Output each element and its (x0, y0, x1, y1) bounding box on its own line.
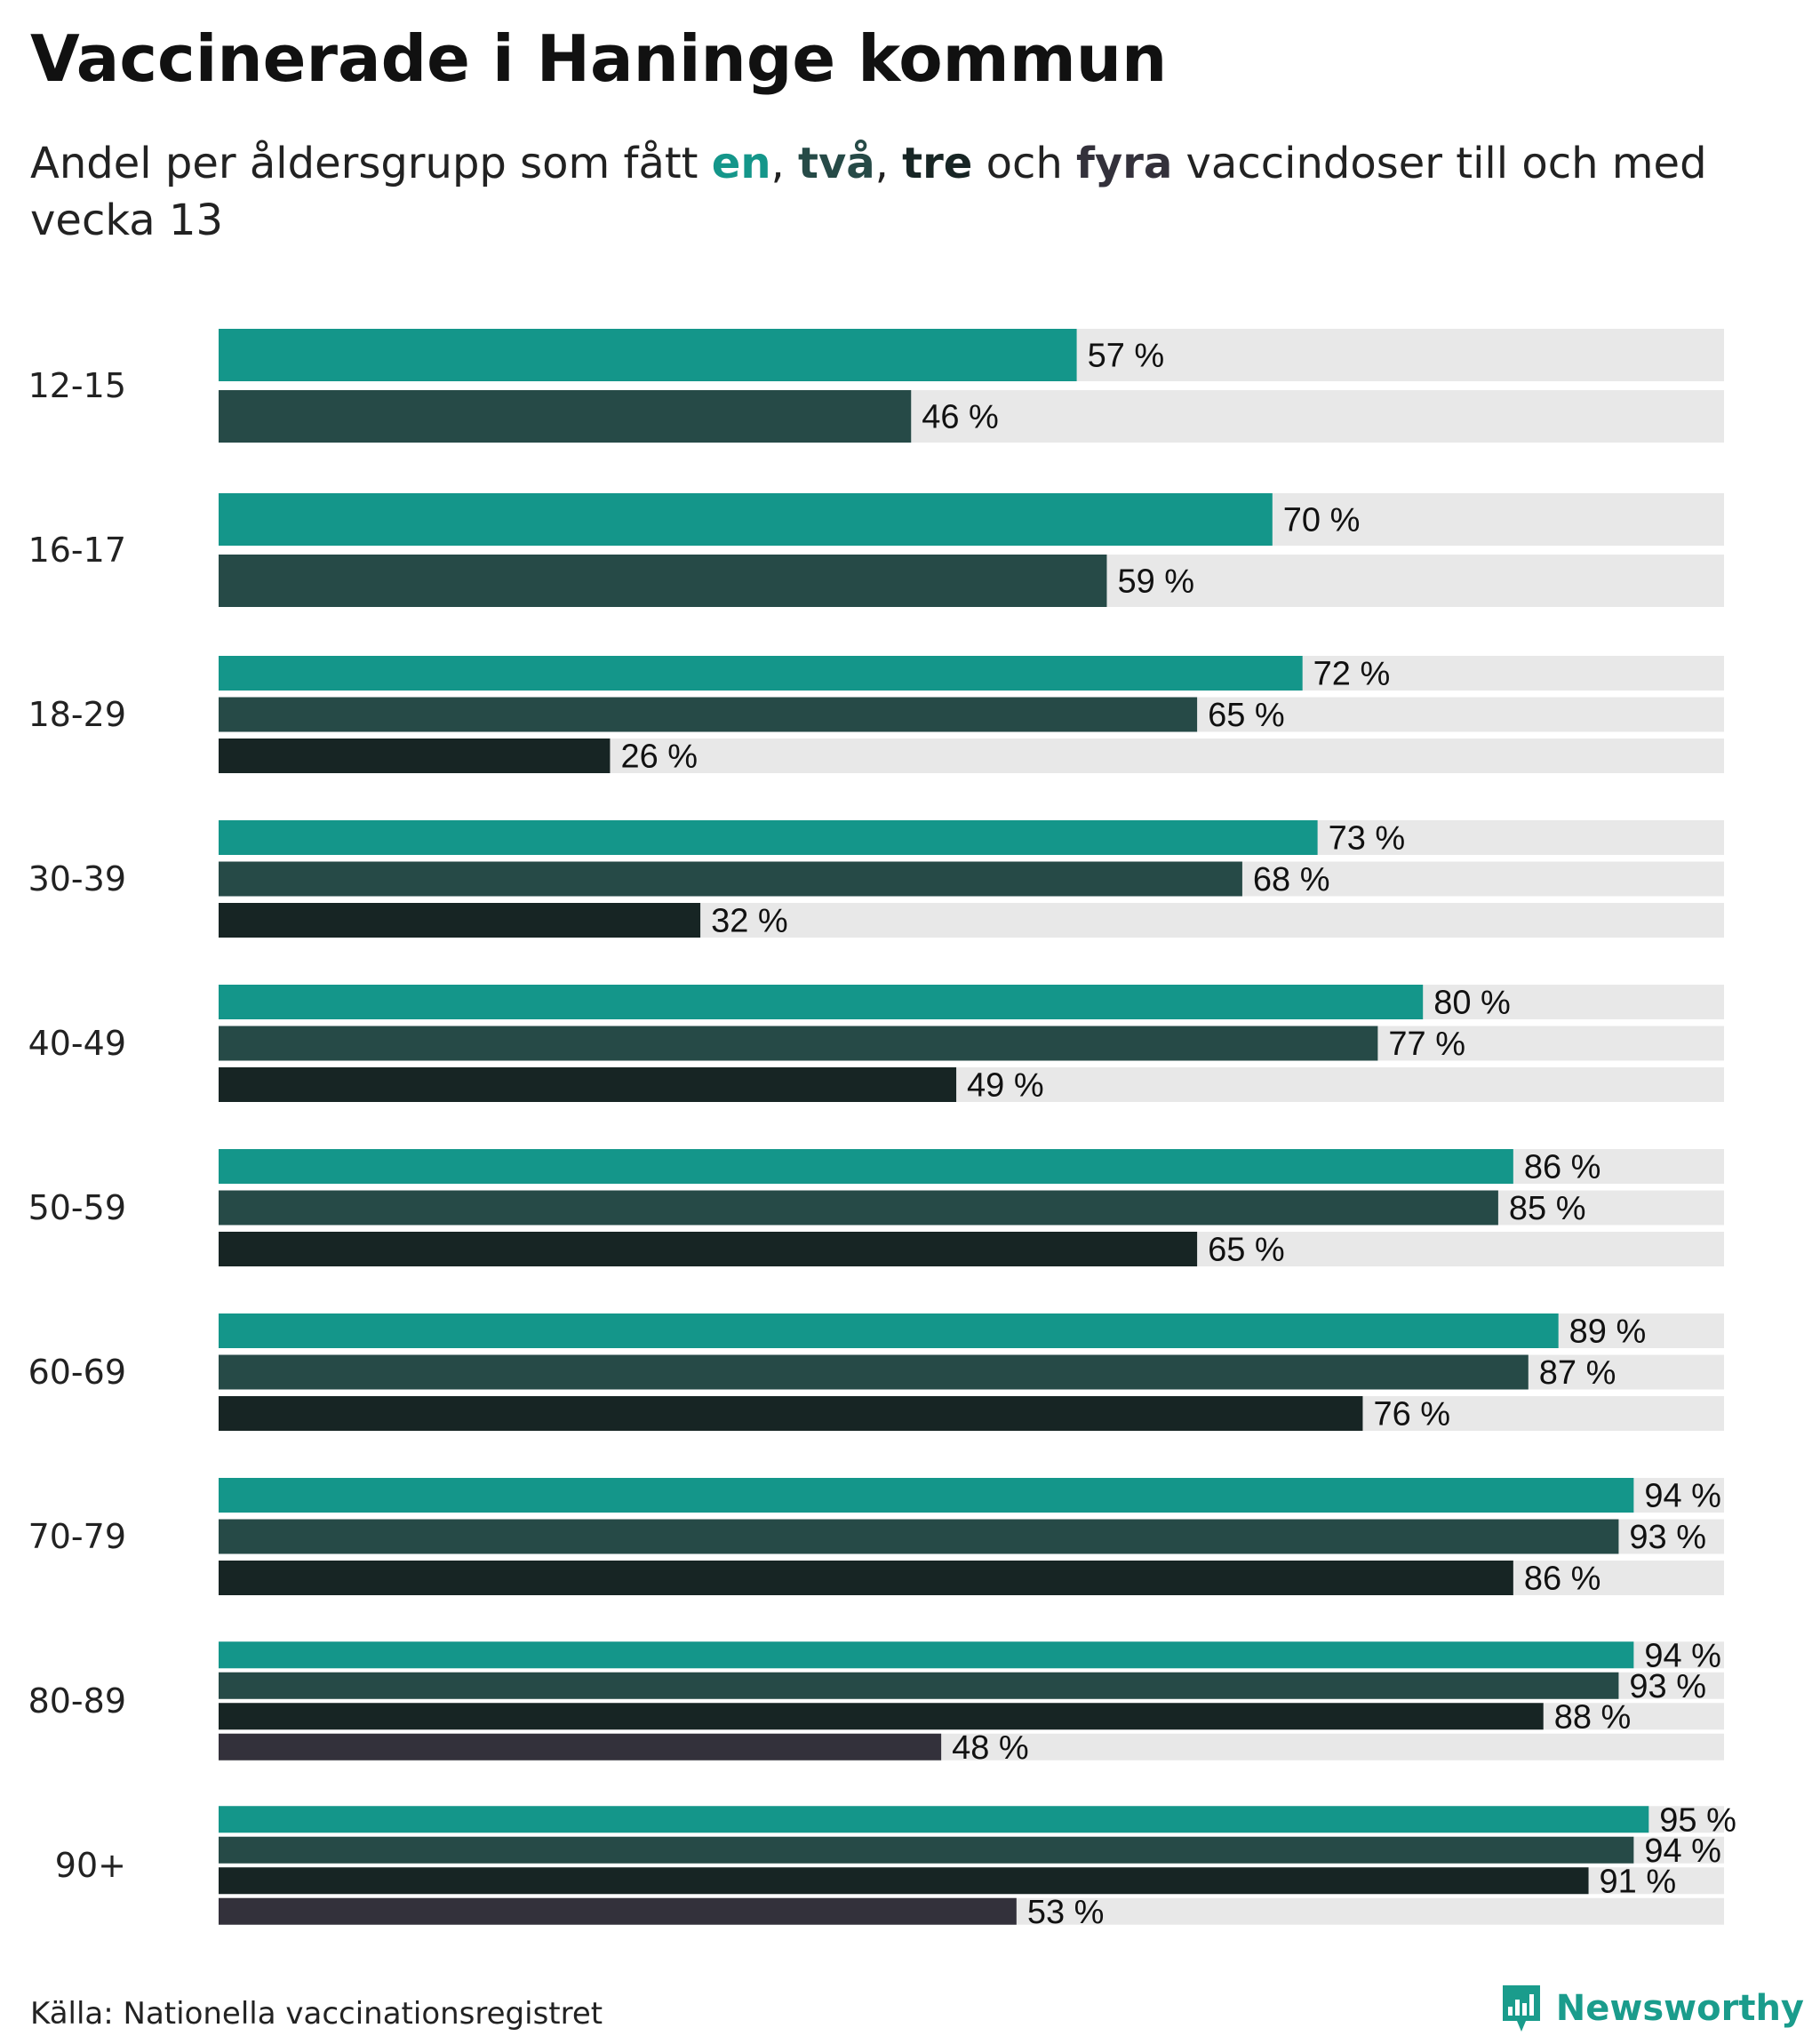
value-label: 65 % (1208, 697, 1285, 734)
bar-två-50-59 (219, 1190, 1498, 1226)
bar-en-12-15 (219, 329, 1077, 381)
age-group-12-15: 12-15 57 % 46 % (28, 329, 1724, 443)
category-label: 18-29 (28, 695, 126, 734)
category-label: 50-59 (28, 1188, 126, 1227)
bar-en-80-89 (219, 1641, 1634, 1669)
value-label: 76 % (1373, 1396, 1450, 1433)
value-label: 88 % (1554, 1698, 1632, 1736)
value-label: 86 % (1524, 1149, 1601, 1186)
category-label: 16-17 (28, 531, 126, 570)
age-group-90+: 90+ 95 %94 %91 % 53 % (55, 1801, 1736, 1931)
value-label: 26 % (620, 739, 698, 776)
bar-en-18-29 (219, 656, 1303, 691)
value-label: 91 % (1600, 1863, 1677, 1900)
bar-två-40-49 (219, 1026, 1378, 1061)
value-label: 93 % (1629, 1519, 1706, 1556)
bar-en-70-79 (219, 1478, 1634, 1513)
category-label: 40-49 (28, 1024, 126, 1063)
bar-tre-70-79 (219, 1561, 1513, 1595)
bar-chart: 12-15 57 % 46 % 16-17 70 % 59 % 18-29 72 % 65 % 2… (28, 329, 1736, 1931)
bar-två-12-15 (219, 390, 912, 443)
value-label: 72 % (1313, 656, 1391, 693)
value-label: 46 % (922, 399, 999, 436)
bar-tre-80-89 (219, 1703, 1544, 1730)
value-label: 93 % (1629, 1668, 1706, 1705)
bar-två-30-39 (219, 861, 1242, 897)
value-label: 73 % (1329, 820, 1406, 858)
chart-subtitle: Andel per åldersgrupp som fått en, två, … (30, 135, 1719, 249)
age-group-50-59: 50-59 86 % 85 % 65 % (28, 1149, 1724, 1269)
bar-två-60-69 (219, 1354, 1529, 1390)
category-label: 12-15 (28, 366, 126, 405)
subtitle-four-doses-word: fyra (1076, 139, 1173, 188)
age-group-30-39: 30-39 73 %68 % 32 % (28, 820, 1724, 940)
age-group-70-79: 70-79 94 % 93 % 86 % (28, 1478, 1724, 1598)
bar-två-18-29 (219, 697, 1198, 732)
bar-tre-50-59 (219, 1232, 1198, 1266)
value-label: 80 % (1433, 985, 1511, 1022)
value-label: 68 % (1253, 861, 1330, 898)
chart-title: Vaccinerade i Haninge kommun (30, 21, 1168, 96)
subtitle-separator-2: , (874, 139, 903, 188)
bar-tre-90+ (219, 1867, 1589, 1895)
subtitle-two-doses-word: två (798, 139, 875, 188)
age-group-60-69: 60-69 89 %87 % 76 % (28, 1313, 1724, 1433)
value-label: 49 % (967, 1067, 1044, 1105)
bar-tre-40-49 (219, 1067, 957, 1102)
bar-en-50-59 (219, 1149, 1513, 1184)
bar-fyra-90+ (219, 1897, 1017, 1925)
newsworthy-logo-text: Newsworthy (1555, 1988, 1804, 2029)
value-label: 94 % (1644, 1637, 1721, 1674)
bar-två-16-17 (219, 555, 1107, 607)
age-group-40-49: 40-49 80 % 77 % 49 % (28, 985, 1724, 1105)
category-label: 60-69 (28, 1353, 126, 1392)
bar-en-60-69 (219, 1313, 1559, 1348)
subtitle-three-doses-word: tre (902, 139, 973, 188)
category-label: 30-39 (28, 859, 126, 898)
bar-två-90+ (219, 1836, 1634, 1864)
age-group-18-29: 18-29 72 % 65 % 26 % (28, 656, 1724, 776)
bar-en-30-39 (219, 820, 1318, 855)
bar-tre-30-39 (219, 903, 701, 938)
bar-fyra-80-89 (219, 1733, 942, 1761)
value-label: 89 % (1569, 1313, 1647, 1351)
value-label: 85 % (1509, 1190, 1586, 1227)
value-label: 57 % (1088, 338, 1165, 375)
bar-två-70-79 (219, 1519, 1619, 1554)
category-label: 90+ (55, 1846, 126, 1885)
subtitle-text-end: vaccindoser till och med vecka 13 (30, 139, 1707, 245)
subtitle-separator-1: , (770, 139, 799, 188)
value-label: 59 % (1117, 563, 1194, 601)
bar-en-40-49 (219, 985, 1424, 1019)
value-label: 86 % (1524, 1561, 1601, 1598)
value-label: 87 % (1539, 1354, 1616, 1392)
bar-tre-18-29 (219, 739, 611, 773)
value-label: 77 % (1388, 1026, 1465, 1063)
newsworthy-logo[interactable]: Newsworthy (1499, 1980, 1804, 2037)
value-label: 32 % (711, 903, 788, 940)
value-label: 48 % (952, 1729, 1029, 1767)
source-note: Källa: Nationella vaccinationsregistret (30, 1996, 603, 2032)
age-group-80-89: 80-89 94 %93 %88 % 48 % (28, 1637, 1724, 1767)
category-label: 70-79 (28, 1517, 126, 1556)
value-label: 70 % (1283, 502, 1361, 539)
subtitle-and-word: och (972, 139, 1077, 188)
bar-en-90+ (219, 1806, 1649, 1833)
category-label: 80-89 (28, 1681, 126, 1721)
age-group-16-17: 16-17 70 % 59 % (28, 493, 1724, 607)
subtitle-one-dose-word: en (711, 139, 771, 188)
value-label: 94 % (1644, 1478, 1721, 1515)
newsworthy-logo-icon (1502, 1985, 1540, 2032)
bar-två-80-89 (219, 1672, 1619, 1699)
value-label: 53 % (1027, 1894, 1105, 1931)
bar-tre-60-69 (219, 1396, 1363, 1431)
bar-en-16-17 (219, 493, 1273, 546)
value-label: 94 % (1644, 1832, 1721, 1870)
subtitle-text-start: Andel per åldersgrupp som fått (30, 139, 712, 188)
value-label: 65 % (1208, 1232, 1285, 1269)
value-label: 95 % (1659, 1801, 1736, 1839)
